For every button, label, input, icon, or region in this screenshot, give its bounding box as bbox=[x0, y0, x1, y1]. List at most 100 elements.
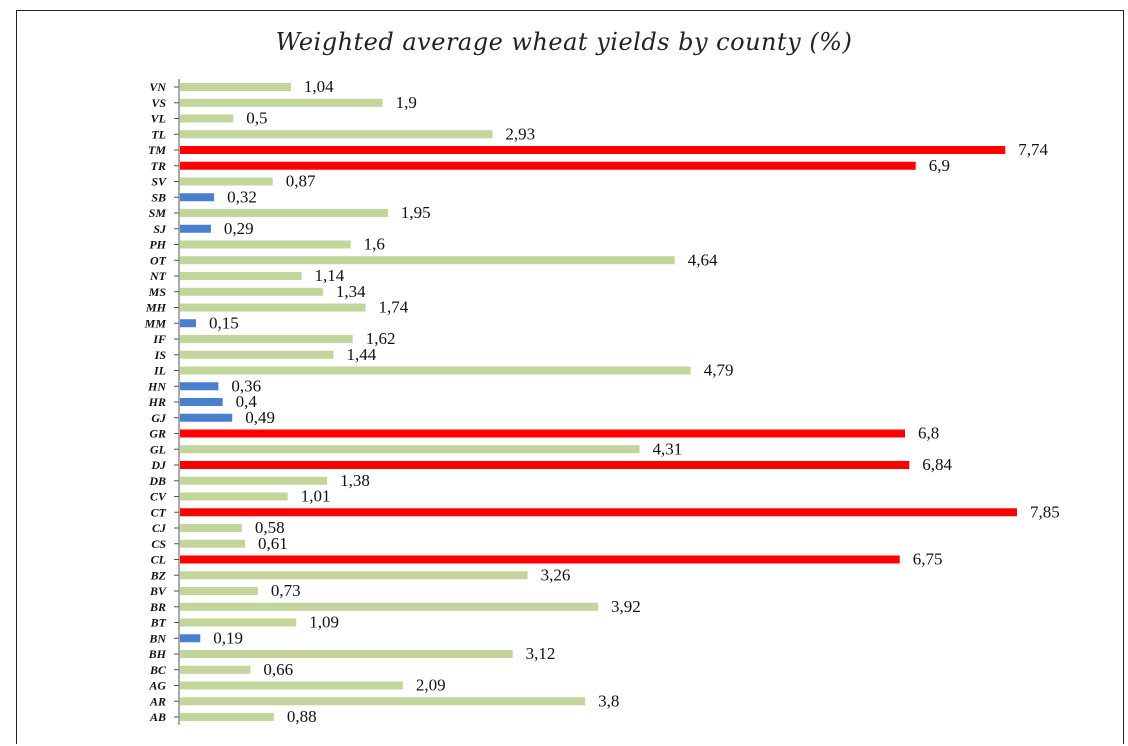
data-label: 6,84 bbox=[922, 455, 952, 474]
category-label: HR bbox=[148, 395, 166, 409]
category-label: BT bbox=[150, 616, 167, 630]
bar bbox=[180, 335, 353, 343]
category-label: SB bbox=[151, 190, 166, 204]
category-label: SM bbox=[149, 206, 167, 220]
data-label: 0,87 bbox=[286, 172, 316, 191]
bar bbox=[180, 272, 302, 280]
bar bbox=[180, 287, 323, 296]
category-label: GL bbox=[150, 442, 166, 456]
bar bbox=[180, 681, 403, 690]
data-label: 7,85 bbox=[1030, 502, 1060, 521]
data-label: 7,74 bbox=[1018, 140, 1048, 159]
category-label: BZ bbox=[150, 568, 167, 582]
bar bbox=[180, 161, 916, 170]
bar bbox=[180, 303, 366, 312]
data-label: 0,36 bbox=[231, 376, 261, 395]
bar bbox=[180, 445, 640, 454]
bar bbox=[180, 193, 215, 202]
category-label: BV bbox=[149, 584, 167, 598]
bar bbox=[180, 256, 675, 265]
bar bbox=[180, 476, 328, 485]
category-label: TR bbox=[151, 159, 166, 173]
category-label: OT bbox=[150, 253, 167, 267]
data-label: 3,92 bbox=[611, 597, 641, 616]
data-label: 3,8 bbox=[598, 691, 619, 710]
bar bbox=[180, 650, 513, 658]
category-label: VL bbox=[151, 112, 166, 126]
data-label: 1,44 bbox=[347, 345, 377, 364]
data-label: 6,8 bbox=[918, 424, 939, 443]
data-label: 1,01 bbox=[301, 487, 331, 506]
category-label: CJ bbox=[152, 521, 167, 535]
category-label: VN bbox=[149, 80, 167, 94]
data-label: 3,12 bbox=[526, 644, 556, 663]
bar bbox=[180, 350, 334, 359]
category-label: SJ bbox=[153, 222, 167, 236]
data-label: 1,14 bbox=[315, 266, 345, 285]
data-label: 2,09 bbox=[416, 676, 446, 695]
category-label: AR bbox=[149, 694, 166, 708]
category-label: BC bbox=[149, 663, 167, 677]
bar bbox=[180, 587, 258, 595]
bar bbox=[180, 461, 910, 469]
data-label: 2,93 bbox=[505, 124, 535, 143]
category-label: MH bbox=[145, 301, 167, 315]
category-label: BH bbox=[148, 647, 167, 661]
bar bbox=[180, 555, 900, 564]
data-label: 0,73 bbox=[271, 581, 301, 600]
category-label: MM bbox=[144, 316, 167, 330]
data-label: 0,49 bbox=[245, 408, 275, 427]
data-label: 1,62 bbox=[366, 329, 396, 348]
category-label: MS bbox=[148, 285, 167, 299]
bar bbox=[180, 98, 383, 107]
category-label: TL bbox=[151, 127, 166, 141]
bar bbox=[180, 508, 1017, 517]
data-label: 1,6 bbox=[364, 235, 385, 254]
bar bbox=[180, 618, 297, 627]
bar bbox=[180, 665, 251, 674]
data-label: 1,09 bbox=[309, 613, 339, 632]
data-label: 0,29 bbox=[224, 219, 254, 238]
bar bbox=[180, 398, 223, 406]
bar bbox=[180, 713, 274, 721]
category-label: DB bbox=[148, 474, 166, 488]
category-label: VS bbox=[151, 96, 166, 110]
bar bbox=[180, 602, 598, 611]
data-label: 6,9 bbox=[929, 156, 950, 175]
bar bbox=[180, 492, 288, 501]
category-label: SV bbox=[151, 175, 167, 189]
bar bbox=[180, 634, 201, 643]
bar bbox=[180, 224, 211, 233]
bar bbox=[180, 539, 246, 548]
category-label: GJ bbox=[151, 411, 167, 425]
category-label: IS bbox=[154, 348, 167, 362]
chart-title: Weighted average wheat yields by county … bbox=[275, 28, 853, 56]
category-label: NT bbox=[149, 269, 167, 283]
data-label: 4,31 bbox=[653, 439, 683, 458]
bar bbox=[180, 240, 351, 249]
data-label: 1,74 bbox=[379, 298, 409, 317]
data-label: 0,58 bbox=[255, 518, 285, 537]
data-label: 0,5 bbox=[246, 109, 267, 128]
bar bbox=[180, 697, 586, 706]
data-label: 6,75 bbox=[913, 550, 943, 569]
data-label: 0,19 bbox=[213, 628, 243, 647]
bar bbox=[180, 524, 242, 532]
bar bbox=[180, 571, 528, 580]
data-label: 0,66 bbox=[263, 660, 293, 679]
data-label: 4,79 bbox=[704, 361, 734, 380]
bar bbox=[180, 146, 1006, 154]
category-label: CT bbox=[151, 505, 167, 519]
data-label: 1,04 bbox=[304, 77, 334, 96]
category-label: PH bbox=[149, 238, 166, 252]
bar bbox=[180, 130, 493, 139]
bar bbox=[180, 209, 388, 217]
data-label: 0,88 bbox=[287, 707, 317, 726]
data-label: 0,4 bbox=[236, 392, 258, 411]
category-label: TM bbox=[148, 143, 166, 157]
category-label: BN bbox=[148, 631, 167, 645]
data-label: 1,9 bbox=[396, 93, 417, 112]
data-label: 0,61 bbox=[258, 534, 288, 553]
category-label: HN bbox=[147, 379, 167, 393]
